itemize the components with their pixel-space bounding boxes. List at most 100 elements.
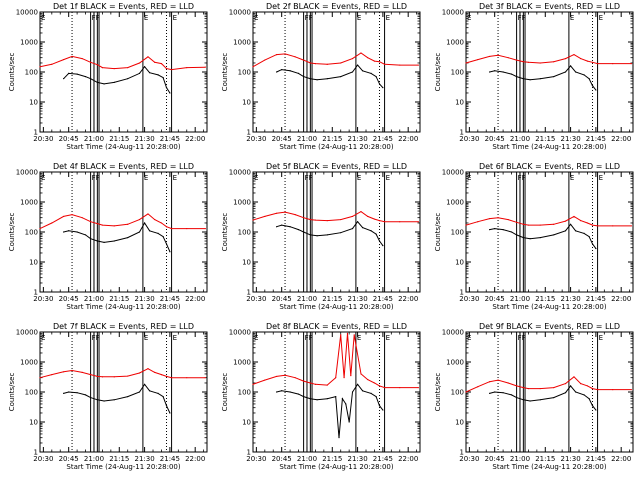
events-point [297, 393, 300, 395]
plot-frame [465, 331, 634, 453]
lld-point [522, 223, 524, 225]
lld-point [573, 54, 575, 56]
events-point [162, 396, 164, 398]
lld-point [591, 387, 594, 390]
y-tick-label: 1000 [233, 39, 251, 47]
event-marker-label: E [386, 14, 390, 22]
events-point [575, 391, 577, 393]
y-tick-label: 1000 [446, 199, 464, 207]
events-point [162, 236, 164, 238]
lld-point [360, 373, 362, 375]
lld-point [127, 67, 129, 69]
y-tick-label: 1000 [233, 359, 251, 367]
events-point [595, 409, 597, 411]
events-point [529, 238, 531, 240]
events-point [68, 230, 70, 232]
lld-point [630, 389, 632, 391]
events-point [569, 385, 572, 387]
events-point [169, 412, 171, 414]
events-point [149, 72, 151, 74]
lld-point [516, 385, 518, 387]
events-point [382, 409, 384, 411]
lld-point [383, 221, 386, 223]
events-point [316, 235, 318, 237]
y-tick-label: 1000 [446, 359, 464, 367]
events-point [113, 240, 115, 242]
events-point [303, 231, 305, 233]
lld-point [284, 53, 286, 55]
events-point [149, 390, 151, 392]
events-series-line [63, 222, 171, 252]
y-tick-label: 10000 [229, 169, 251, 177]
y-tick-label: 10 [29, 419, 38, 427]
lld-point [90, 221, 92, 223]
events-point [143, 222, 146, 224]
x-tick-label: 22:00 [185, 455, 205, 463]
y-tick-label: 1000 [233, 199, 251, 207]
lld-point [527, 387, 530, 390]
lld-point [527, 61, 530, 63]
lld-point [477, 221, 479, 223]
events-point [569, 65, 572, 67]
x-axis-label: Start Time (24-Aug-11 20:28:00) [279, 303, 393, 311]
y-tick-label: 10 [455, 259, 464, 267]
lld-point [340, 218, 342, 221]
events-point [309, 78, 311, 80]
event-marker-label: E [144, 334, 148, 342]
events-point [143, 383, 146, 385]
events-point [127, 396, 129, 398]
x-tick-label: 21:15 [535, 295, 555, 303]
lld-point [351, 57, 354, 60]
detector-panel: Det 2f BLACK = Events, RED = LLD 1 10 100 10… [221, 2, 421, 151]
lld-point [497, 379, 499, 381]
events-point [63, 231, 65, 233]
events-point [539, 399, 541, 401]
event-marker-label: E [357, 334, 361, 342]
y-tick-label: 1 [460, 449, 464, 457]
lld-point [340, 334, 342, 336]
lld-point [138, 372, 141, 374]
lld-series-line [465, 54, 632, 65]
y-tick-label: 100 [451, 69, 464, 77]
event-marker-label: E [41, 174, 45, 182]
events-point [326, 398, 328, 400]
events-point [356, 64, 359, 66]
events-point [303, 76, 305, 78]
events-point [316, 79, 318, 81]
lld-point [573, 215, 575, 218]
event-marker-label: E [173, 334, 177, 342]
events-point [595, 89, 597, 91]
lld-point [612, 63, 614, 65]
lld-point [586, 60, 589, 62]
y-axis-label: Counts/sec [221, 213, 229, 252]
events-point [165, 243, 168, 245]
lld-series-line [39, 213, 206, 230]
lld-point [383, 387, 386, 389]
events-series-line [489, 223, 597, 249]
x-tick-label: 20:45 [59, 295, 79, 303]
y-tick-label: 10000 [442, 9, 464, 17]
x-tick-label: 21:30 [560, 135, 580, 143]
lld-point [39, 377, 41, 379]
events-point [378, 240, 381, 242]
lld-point [497, 54, 499, 56]
events-point [375, 233, 377, 235]
lld-point [612, 225, 614, 227]
lld-point [580, 57, 582, 60]
events-point [494, 391, 496, 393]
x-tick-label: 22:00 [611, 135, 631, 143]
y-tick-label: 1000 [20, 199, 38, 207]
x-axis-label: Start Time (24-Aug-11 20:28:00) [279, 463, 393, 471]
events-point [96, 81, 98, 84]
lld-point [160, 222, 163, 224]
events-point [516, 397, 518, 399]
lld-point [591, 61, 594, 63]
y-axis-label: Counts/sec [434, 373, 442, 412]
events-point [326, 234, 328, 236]
lld-point [564, 220, 567, 222]
events-point [370, 72, 372, 74]
lld-point [252, 66, 254, 68]
lld-point [596, 63, 599, 65]
event-marker-label: E [357, 174, 361, 182]
events-point [76, 73, 78, 75]
